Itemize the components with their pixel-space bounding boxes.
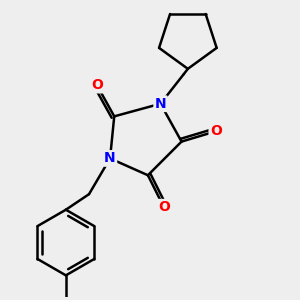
Text: N: N (104, 152, 116, 165)
Text: N: N (155, 97, 166, 111)
Text: O: O (158, 200, 170, 214)
Text: O: O (210, 124, 222, 138)
Text: O: O (91, 78, 103, 92)
